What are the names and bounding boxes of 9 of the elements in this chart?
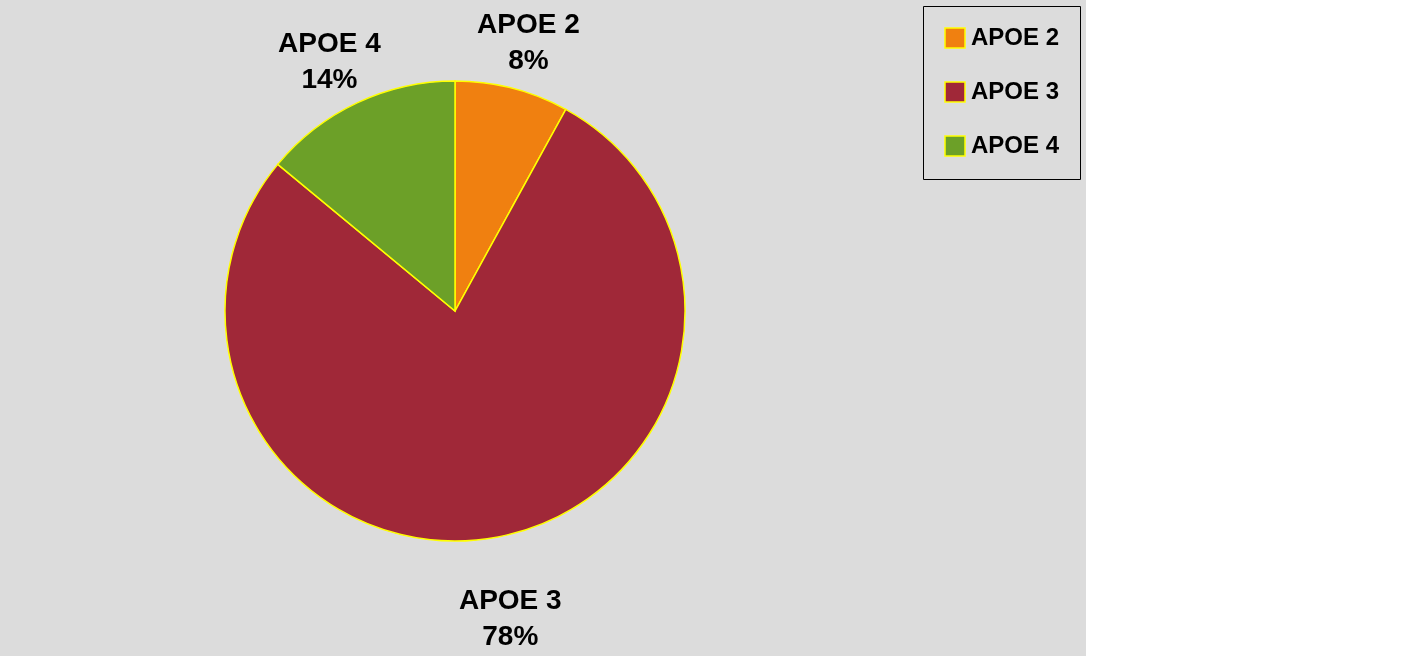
data-label: 8%	[508, 44, 549, 76]
slice-label: APOE 3	[458, 583, 562, 615]
legend-label: APOE 3	[971, 77, 1060, 104]
legend-label: APOE 2	[971, 23, 1060, 50]
data-label: 14%	[301, 63, 358, 95]
slice-label: APOE 2	[477, 8, 580, 40]
slice-label: APOE 4	[278, 27, 382, 59]
data-label: 78%	[482, 619, 539, 651]
legend-label: APOE 4	[971, 131, 1060, 158]
